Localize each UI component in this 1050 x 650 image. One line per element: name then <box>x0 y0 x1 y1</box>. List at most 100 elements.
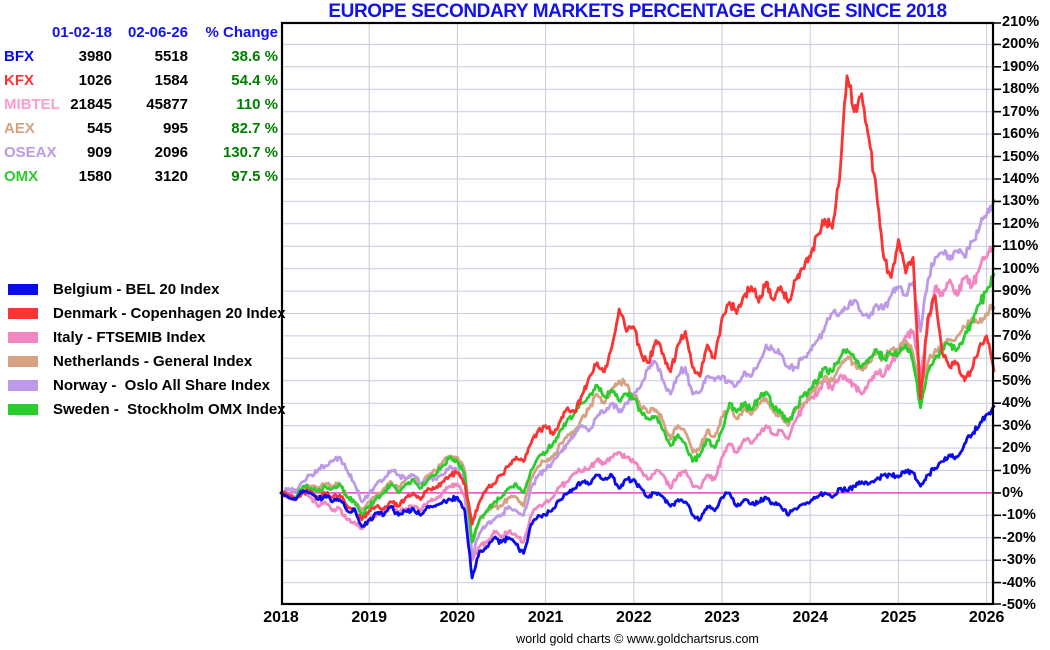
percent-change-value: 54.4 % <box>231 72 278 89</box>
table-header-cell: 01-02-18 <box>51 24 112 41</box>
ticker-label: BFX <box>4 48 34 65</box>
y-tick-label: 60% <box>1002 350 1032 367</box>
x-tick-label: 2025 <box>880 609 917 626</box>
legend-label: Italy - FTSEMIB Index <box>53 328 206 346</box>
series-path-OSEAX <box>279 198 996 558</box>
table-row: AEX 545 995 82.7 % <box>4 120 282 144</box>
legend-swatch <box>8 379 38 391</box>
legend-label: Sweden - Stockholm OMX Index <box>53 400 286 418</box>
y-tick-label: 20% <box>1002 440 1032 457</box>
ticker-label: AEX <box>4 120 35 137</box>
legend-item: Denmark - Copenhagen 20 Index <box>8 301 286 325</box>
plot-area <box>279 21 1001 606</box>
table-header-cell: % Change <box>205 24 278 41</box>
legend-item: Sweden - Stockholm OMX Index <box>8 397 286 421</box>
legend-swatch <box>8 403 38 415</box>
x-tick-label: 2021 <box>527 609 564 626</box>
table-row: MIBTEL 21845 45877 110 % <box>4 96 282 120</box>
percent-change-value: 110 % <box>236 96 278 113</box>
footer-credit: world gold charts © www.goldchartsrus.co… <box>516 632 759 646</box>
legend-label: Belgium - BEL 20 Index <box>53 280 220 298</box>
legend-swatch <box>8 331 38 343</box>
end-value: 2096 <box>154 144 188 161</box>
percent-change-value: 38.6 % <box>231 48 278 65</box>
gridlines <box>281 22 994 605</box>
legend-swatch <box>8 355 38 367</box>
x-tick-label: 2020 <box>439 609 476 626</box>
chart-title: EUROPE SECONDARY MARKETS PERCENTAGE CHAN… <box>328 1 947 22</box>
y-tick-label: 0% <box>1002 484 1023 501</box>
series-path-MIBTEL <box>279 244 996 562</box>
y-tick-label: -20% <box>1002 529 1036 546</box>
y-tick-label: 100% <box>1002 260 1040 277</box>
start-value: 909 <box>86 144 112 161</box>
y-tick-label: 160% <box>1002 126 1040 143</box>
x-tick-label: 2023 <box>704 609 740 626</box>
x-tick-label: 2019 <box>351 609 387 626</box>
table-row: KFX 1026 1584 54.4 % <box>4 72 282 96</box>
start-value: 3980 <box>78 48 112 65</box>
ticker-label: MIBTEL <box>4 96 60 113</box>
table-header-row: 01-02-18 02-06-26 % Change <box>4 24 282 48</box>
y-tick-label: 170% <box>1002 103 1040 120</box>
y-tick-label: -10% <box>1002 507 1036 524</box>
end-value: 45877 <box>146 96 188 113</box>
y-tick-label: 10% <box>1002 462 1032 479</box>
end-value: 1584 <box>154 72 188 89</box>
percent-change-value: 82.7 % <box>231 120 278 137</box>
y-tick-label: 80% <box>1002 305 1032 322</box>
series-path-KFX <box>279 74 996 526</box>
table-row: BFX 3980 5518 38.6 % <box>4 48 282 72</box>
y-tick-label: 70% <box>1002 327 1032 344</box>
y-tick-label: 30% <box>1002 417 1032 434</box>
legend-label: Denmark - Copenhagen 20 Index <box>53 304 286 322</box>
plot-border <box>280 21 995 606</box>
legend-swatch <box>8 283 38 295</box>
legend-label: Netherlands - General Index <box>53 352 253 370</box>
index-table: 01-02-18 02-06-26 % Change BFX 3980 5518 38.6 … <box>4 24 282 192</box>
x-tick-label: 2022 <box>616 609 652 626</box>
y-tick-label: 110% <box>1002 238 1039 255</box>
start-value: 21845 <box>70 96 112 113</box>
x-tick-label: 2026 <box>968 609 1005 626</box>
end-value: 995 <box>162 120 188 137</box>
legend-item: Italy - FTSEMIB Index <box>8 325 286 349</box>
series-path-OMX <box>279 272 996 544</box>
y-tick-label: 130% <box>1002 193 1040 210</box>
x-tick-label: 2018 <box>263 609 299 626</box>
chart-legend: Belgium - BEL 20 Index Denmark - Copenhag… <box>8 277 286 421</box>
y-tick-label: -40% <box>1002 574 1036 591</box>
table-header-cell: 02-06-26 <box>127 24 188 41</box>
y-tick-label: 210% <box>1002 14 1040 30</box>
y-tick-label: 40% <box>1002 395 1032 412</box>
legend-label: Norway - Oslo All Share Index <box>53 376 271 394</box>
y-tick-label: 150% <box>1002 148 1040 165</box>
x-tick-label: 2024 <box>792 609 829 626</box>
end-value: 5518 <box>154 48 188 65</box>
legend-item: Netherlands - General Index <box>8 349 286 373</box>
table-row: OMX 1580 3120 97.5 % <box>4 168 282 192</box>
percent-change-value: 130.7 % <box>222 144 278 161</box>
legend-swatch <box>8 307 38 319</box>
ticker-label: OMX <box>4 168 39 185</box>
percent-change-value: 97.5 % <box>231 168 278 185</box>
end-value: 3120 <box>154 168 188 185</box>
y-tick-label: 90% <box>1002 283 1032 300</box>
start-value: 1026 <box>78 72 112 89</box>
start-value: 545 <box>86 120 112 137</box>
y-tick-label: -50% <box>1002 597 1036 613</box>
legend-item: Norway - Oslo All Share Index <box>8 373 286 397</box>
y-tick-label: 50% <box>1002 372 1032 389</box>
ticker-label: KFX <box>4 72 34 89</box>
y-tick-label: 140% <box>1002 170 1040 187</box>
y-tick-label: 180% <box>1002 81 1040 98</box>
y-axis-ticks <box>994 22 1001 605</box>
legend-item: Belgium - BEL 20 Index <box>8 277 286 301</box>
table-row: OSEAX 909 2096 130.7 % <box>4 144 282 168</box>
y-tick-label: 190% <box>1002 58 1040 75</box>
start-value: 1580 <box>78 168 112 185</box>
series-path-BFX <box>279 404 996 580</box>
y-tick-label: 200% <box>1002 36 1040 53</box>
y-tick-label: 120% <box>1002 215 1040 232</box>
